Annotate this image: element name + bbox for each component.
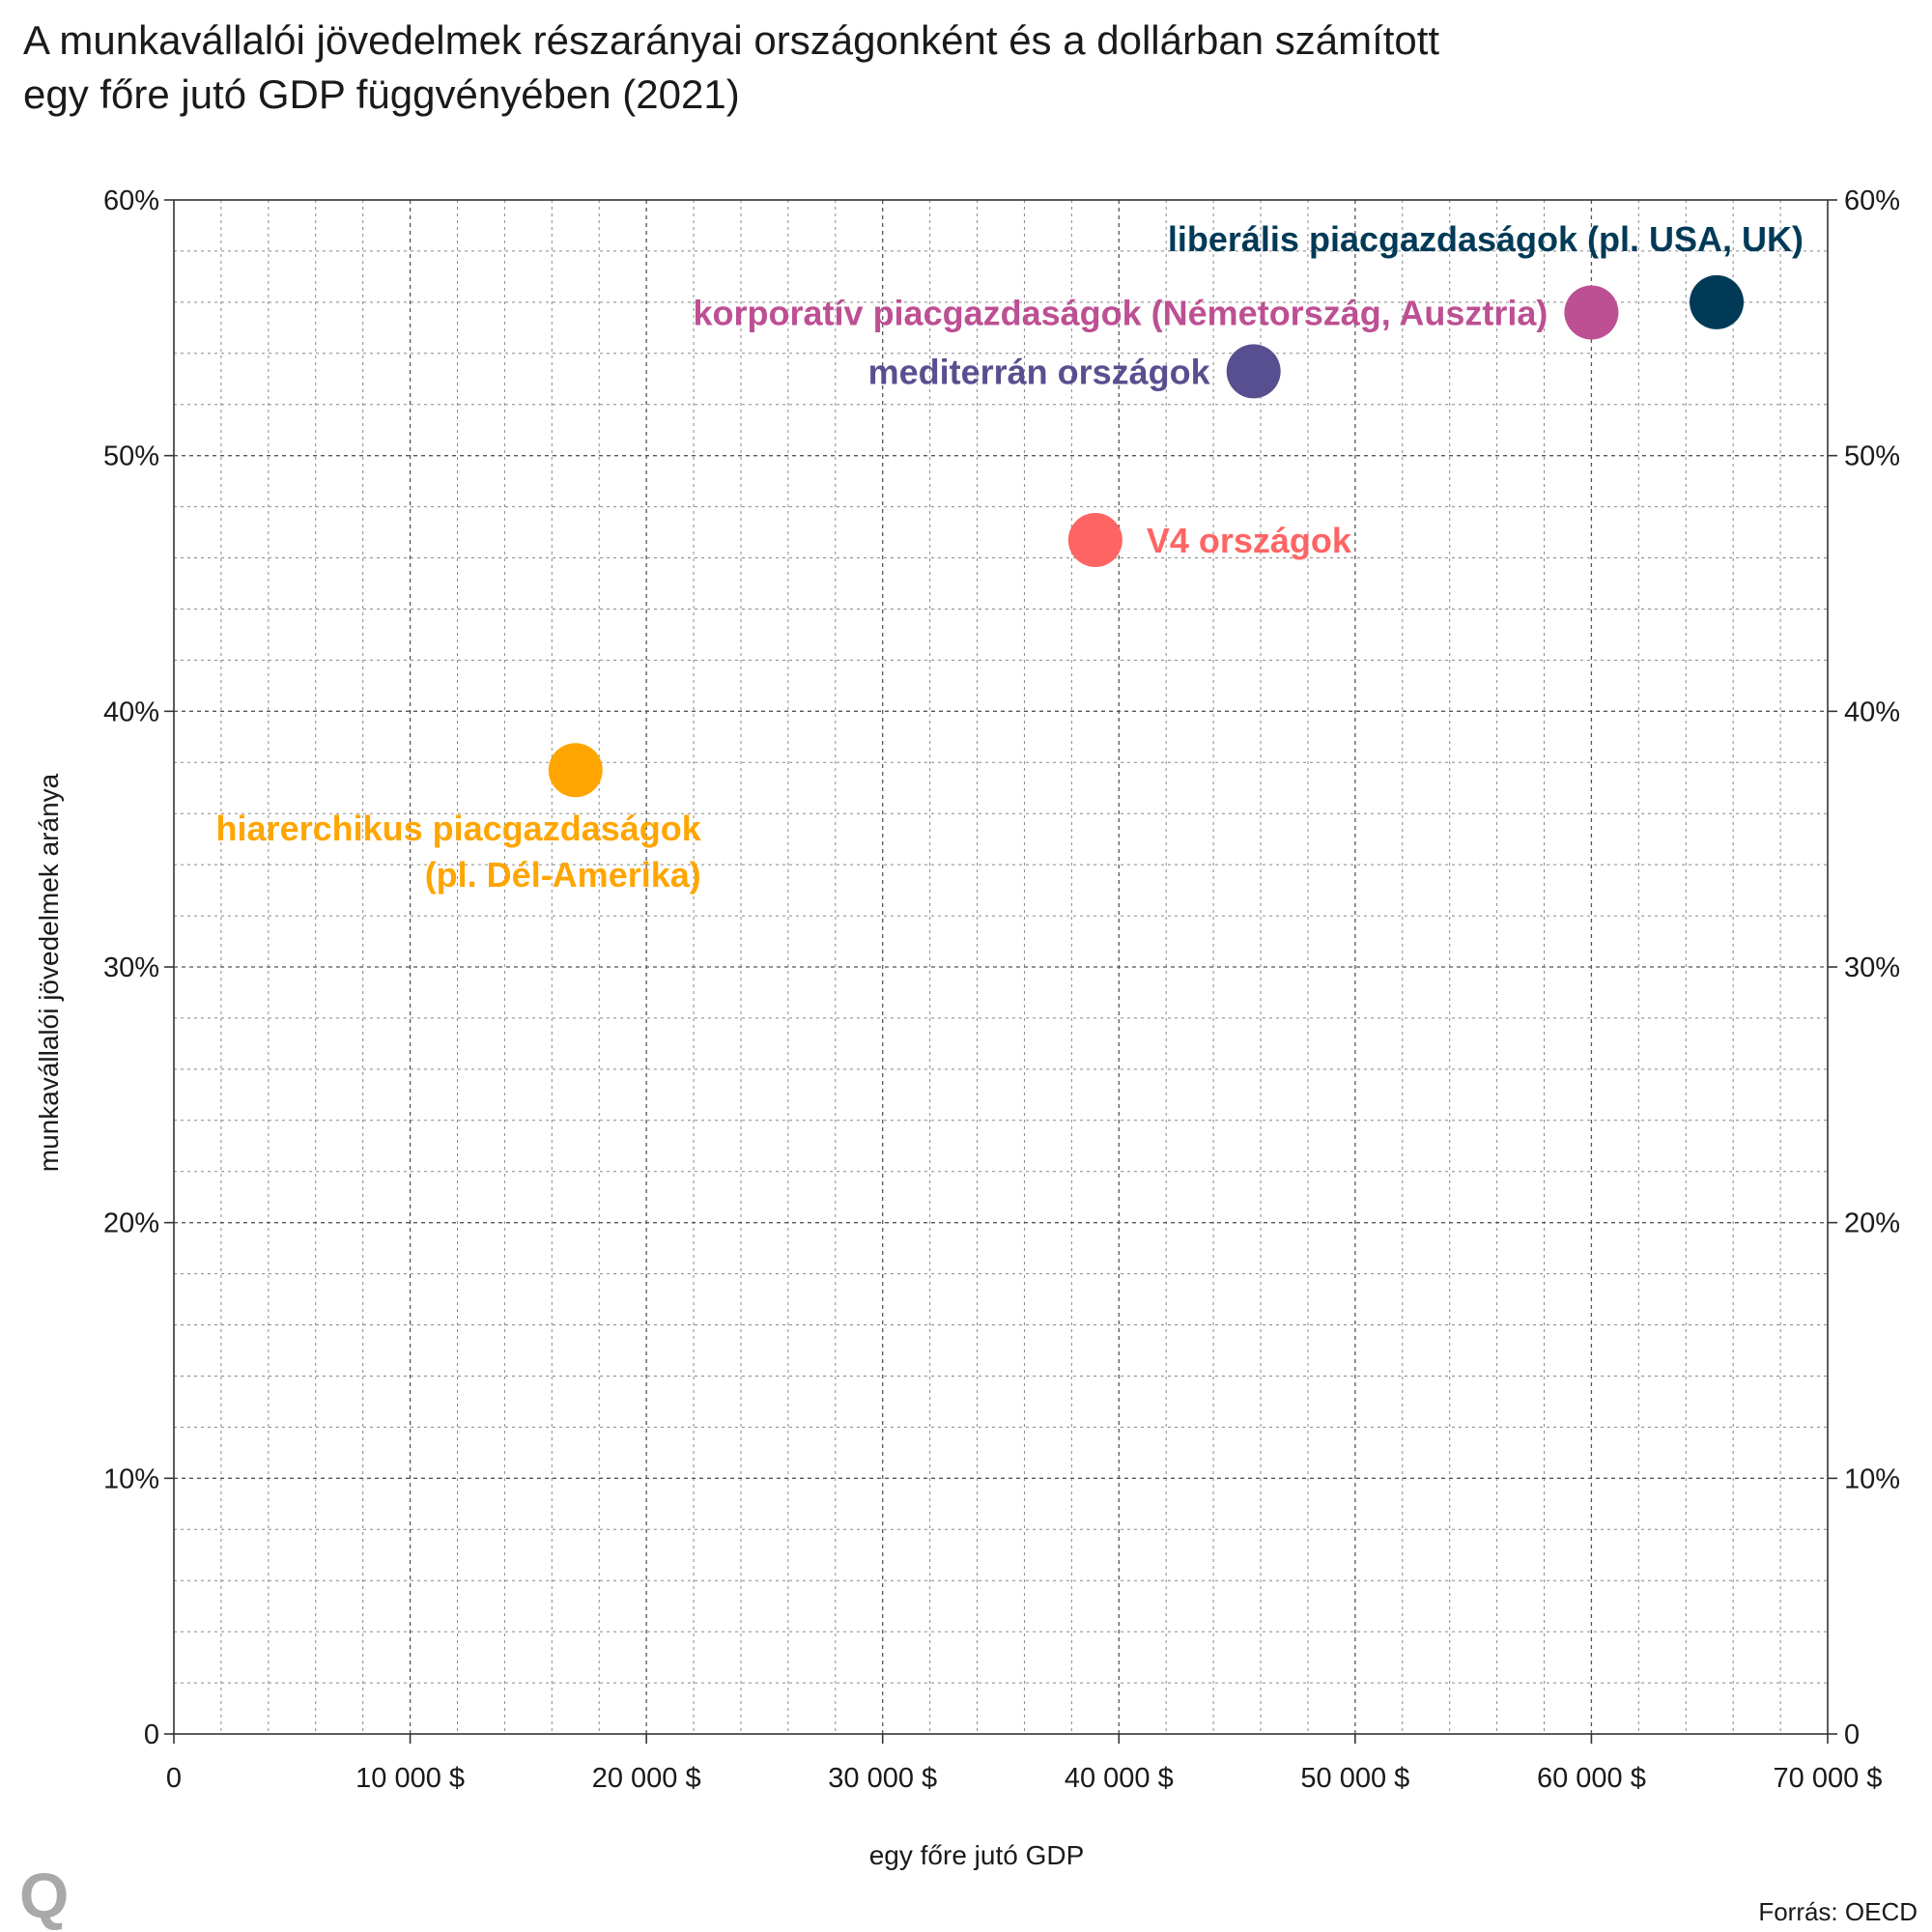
y-tick-label-right: 50% <box>1844 441 1900 472</box>
y-tick-label-right: 60% <box>1844 185 1900 216</box>
data-point-liberal <box>1690 274 1745 329</box>
y-tick-label-left: 20% <box>103 1208 159 1239</box>
logo: Q <box>19 1860 69 1931</box>
y-tick-label-right: 20% <box>1844 1208 1900 1239</box>
x-tick-label: 60 000 $ <box>1537 1763 1646 1794</box>
data-point-corporate <box>1564 285 1619 340</box>
x-tick-label: 50 000 $ <box>1300 1763 1409 1794</box>
x-tick-label: 70 000 $ <box>1774 1763 1883 1794</box>
y-tick-label-left: 60% <box>103 185 159 216</box>
grid <box>174 200 1828 1734</box>
x-tick-label: 0 <box>166 1763 182 1794</box>
point-label-hierarchical: (pl. Dél-Amerika) <box>425 855 701 895</box>
x-tick-label: 40 000 $ <box>1065 1763 1174 1794</box>
y-tick-label-left: 0 <box>144 1719 159 1750</box>
point-label-liberal: liberális piacgazdaságok (pl. USA, UK) <box>1168 219 1804 259</box>
chart-title-line-1: A munkavállalói jövedelmek részarányai o… <box>23 17 1439 63</box>
y-tick-label-left: 50% <box>103 441 159 472</box>
x-tick-label: 20 000 $ <box>592 1763 701 1794</box>
axes <box>164 199 1837 1744</box>
y-tick-label-right: 30% <box>1844 952 1900 983</box>
point-label-v4: V4 országok <box>1147 521 1352 560</box>
data-point-mediterranean <box>1226 344 1281 399</box>
point-label-mediterranean: mediterrán országok <box>868 352 1211 391</box>
x-tick-label: 30 000 $ <box>828 1763 937 1794</box>
data-points: liberális piacgazdaságok (pl. USA, UK) ko… <box>216 219 1804 895</box>
tick-labels: 0 010% 10%20% 20%30% 30%40% 40%50% 50%60% 60%0 1… <box>103 185 1900 1794</box>
point-label-hierarchical: hiarerchikus piacgazdaságok <box>216 809 702 848</box>
y-axis-label: munkavállalói jövedelmek aránya <box>34 773 64 1172</box>
y-tick-label-left: 30% <box>103 952 159 983</box>
x-axis-label: egy főre jutó GDP <box>869 1840 1085 1870</box>
data-point-v4 <box>1067 513 1122 568</box>
x-tick-label: 10 000 $ <box>355 1763 465 1794</box>
data-point-hierarchical <box>548 743 603 798</box>
y-tick-label-right: 0 <box>1844 1719 1860 1750</box>
y-tick-label-right: 40% <box>1844 696 1900 727</box>
source-note: Forrás: OECD <box>1758 1897 1918 1926</box>
y-tick-label-left: 10% <box>103 1463 159 1494</box>
y-tick-label-right: 10% <box>1844 1463 1900 1494</box>
chart-title-line-2: egy főre jutó GDP függvényében (2021) <box>23 71 740 117</box>
point-label-corporate: korporatív piacgazdaságok (Németország, … <box>694 293 1548 332</box>
y-tick-label-left: 40% <box>103 696 159 727</box>
